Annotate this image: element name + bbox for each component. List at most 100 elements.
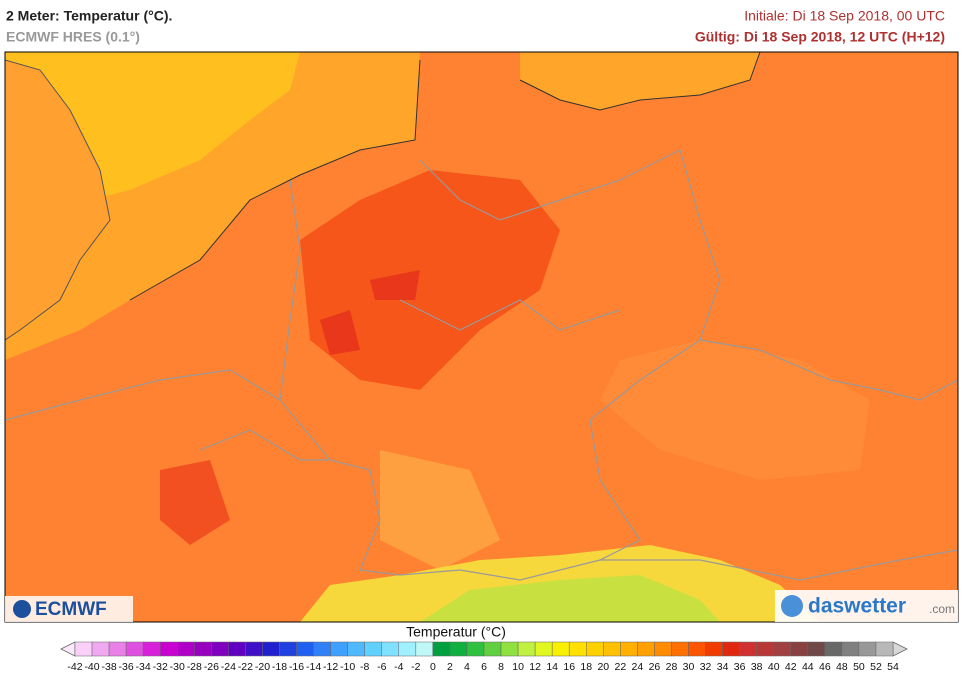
- logo-daswetter: daswetter: [808, 595, 906, 618]
- colorbar-segment: [517, 641, 536, 657]
- colorbar-tick-label: -18: [272, 661, 287, 673]
- colorbar-tick-label: -22: [238, 661, 253, 673]
- alps-region: [420, 575, 720, 622]
- colorbar-tick-label: 36: [734, 661, 746, 673]
- colorbar-tick-label: 48: [836, 661, 848, 673]
- colorbar-segment: [739, 641, 757, 657]
- warm-region: [160, 460, 230, 545]
- map-field: [5, 52, 958, 622]
- coastlines: [129, 52, 761, 301]
- colorbar-tick-label: -38: [101, 661, 116, 673]
- colorbar-segment: [159, 641, 178, 657]
- colorbar-tick-label: -10: [340, 661, 355, 673]
- warm-region: [300, 170, 560, 390]
- land-region: [5, 59, 111, 341]
- colorbar-segment: [841, 641, 860, 657]
- colorbar-segment: [91, 641, 110, 657]
- colorbar-tick-label: 30: [683, 661, 695, 673]
- model-name: ECMWF HRES (0.1°): [6, 29, 140, 45]
- colorbar-segment: [534, 641, 553, 657]
- colorbar-segment: [483, 641, 502, 657]
- colorbar-tick-label: 0: [430, 661, 436, 673]
- colorbar-tick-label: -26: [204, 661, 219, 673]
- plateau-region: [600, 340, 870, 480]
- colorbar-tick-label: -4: [394, 661, 403, 673]
- colorbar-tick-label: 12: [529, 661, 541, 673]
- colorbar-segment: [125, 641, 144, 657]
- colorbar-title: Temperatur (°C): [406, 624, 506, 640]
- logo-ecmwf: ECMWF: [35, 599, 107, 620]
- colorbar-tick-label: -8: [360, 661, 369, 673]
- colorbar-segment: [228, 641, 246, 657]
- colorbar-tick-label: 16: [563, 661, 575, 673]
- colorbar-segment: [432, 641, 451, 657]
- colorbar-tick-label: 50: [853, 661, 865, 673]
- colorbar-segment: [603, 641, 621, 657]
- colorbar-segment: [142, 641, 161, 657]
- colorbar-tick-label: 40: [768, 661, 780, 673]
- colorbar-tick-label: 26: [649, 661, 661, 673]
- map-frame: [4, 51, 959, 623]
- colorbar-segment: [824, 641, 843, 657]
- colorbar-segment: [551, 641, 570, 657]
- colorbar-segment: [722, 641, 740, 657]
- colorbar-tick-label: -12: [323, 661, 338, 673]
- colorbar-segment: [245, 641, 263, 657]
- colorbar-tick-label: 46: [819, 661, 831, 673]
- colorbar-tick-label: 18: [580, 661, 592, 673]
- colorbar-tick-label: -34: [136, 661, 151, 673]
- colorbar-tick-label: 2: [447, 661, 453, 673]
- colorbar-tick-label: -42: [67, 661, 82, 673]
- colorbar-tick-label: 34: [717, 661, 729, 673]
- logo-box: [775, 590, 958, 622]
- colorbar-segment: [381, 641, 400, 657]
- logo-icon: [781, 595, 803, 617]
- colorbar-segment: [586, 641, 604, 657]
- initial-time: Initiale: Di 18 Sep 2018, 00 UTC: [744, 8, 945, 24]
- colorbar-segment: [790, 641, 809, 657]
- colorbar-tick-label: 38: [751, 661, 763, 673]
- colorbar-tick-label: 52: [870, 661, 882, 673]
- colorbar-segment: [108, 641, 127, 657]
- hot-spot: [320, 310, 360, 355]
- colorbar-segment: [177, 641, 195, 657]
- colorbar-segment: [398, 641, 417, 657]
- colorbar-segment: [313, 641, 331, 657]
- colorbar: -42 -40 -38 -36 -34 -32 -30 -28 -26 -24 -22 -20 -18-…: [60, 641, 908, 673]
- colorbar-segment: [875, 641, 894, 657]
- colorbar-segment: [705, 641, 723, 657]
- colorbar-segment: [773, 641, 791, 657]
- colorbar-segment: [211, 641, 229, 657]
- colorbar-segment: [296, 641, 314, 657]
- colorbar-segment: [194, 641, 212, 657]
- colorbar-segment: [568, 641, 587, 657]
- colorbar-segment: [415, 641, 434, 657]
- colorbar-segment: [620, 641, 638, 657]
- colorbar-segment: [466, 641, 485, 657]
- cool-region: [380, 450, 500, 570]
- colorbar-under: [60, 641, 76, 657]
- colorbar-segment: [279, 641, 297, 657]
- colorbar-tick-label: 6: [481, 661, 487, 673]
- colorbar-segment: [807, 641, 826, 657]
- borders: [5, 149, 958, 581]
- colorbar-tick-label: -2: [411, 661, 420, 673]
- colorbar-tick-label: 4: [464, 661, 470, 673]
- colorbar-tick-label: -16: [289, 661, 304, 673]
- colorbar-segment: [330, 641, 348, 657]
- sea-region: [520, 52, 760, 110]
- colorbar-segment: [637, 641, 655, 657]
- colorbar-segment: [500, 641, 519, 657]
- colorbar-tick-label: 32: [700, 661, 712, 673]
- colorbar-over: [892, 641, 908, 657]
- hot-spot: [370, 270, 420, 300]
- valid-time: Gültig: Di 18 Sep 2018, 12 UTC (H+12): [695, 29, 945, 45]
- colorbar-tick-label: -20: [255, 661, 270, 673]
- logo-icon: [13, 600, 31, 618]
- colorbar-segment: [858, 641, 877, 657]
- colorbar-tick-label: 24: [632, 661, 644, 673]
- colorbar-tick-label: -36: [119, 661, 134, 673]
- colorbar-tick-label: -24: [221, 661, 236, 673]
